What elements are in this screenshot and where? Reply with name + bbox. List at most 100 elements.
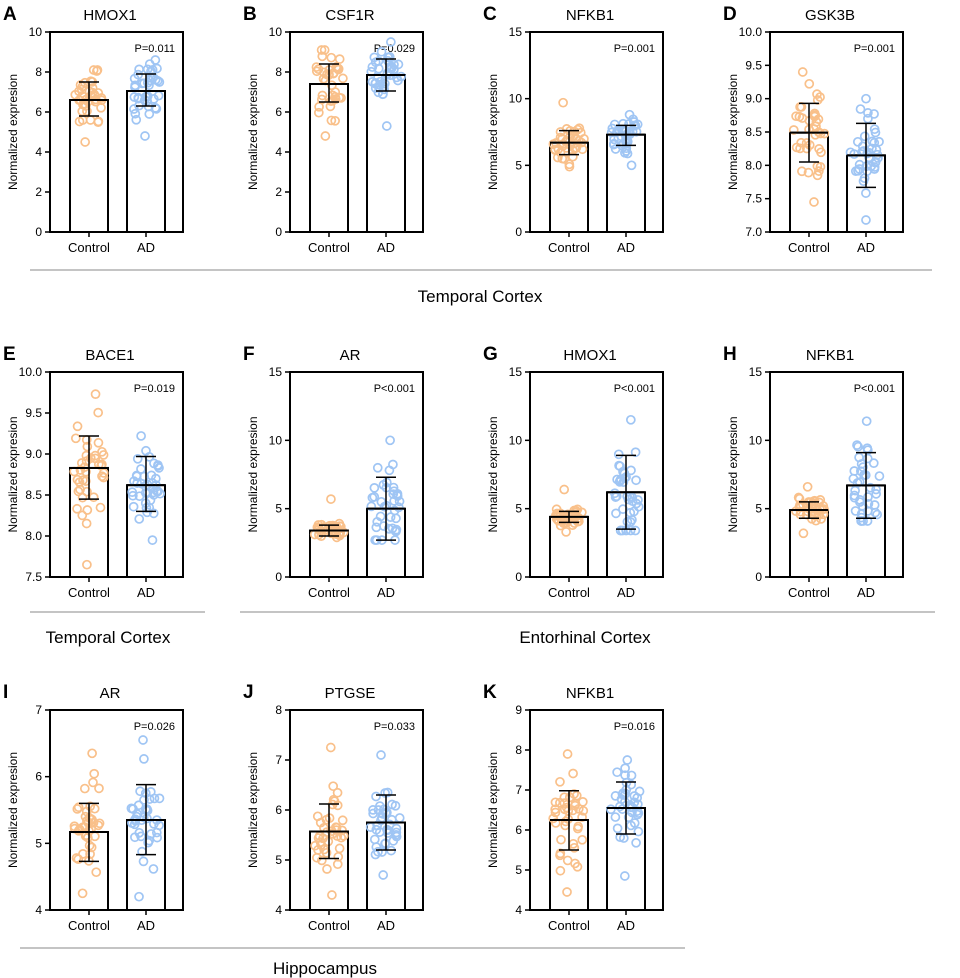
- data-point: [376, 46, 387, 57]
- panel-E: E BACE1 Normalized expresion 7.5 8.0 8.5 9.0 9.…: [3, 344, 184, 600]
- x-tick-label: AD: [377, 240, 395, 255]
- p-value: P<0.001: [614, 383, 655, 395]
- panel-K: K NFKB1 Normalized expresion 4 5 6 7 8 9 P=0.016 C…: [483, 682, 664, 933]
- data-point: [797, 67, 808, 77]
- data-point: [371, 824, 382, 835]
- data-point: [142, 77, 153, 88]
- x-tick-label: AD: [377, 918, 395, 933]
- data-point: [630, 447, 641, 458]
- x-tick-label: AD: [377, 585, 395, 600]
- bar-control: [789, 509, 829, 578]
- data-point: [79, 783, 90, 794]
- x-tick-label: AD: [137, 240, 155, 255]
- chart-title: BACE1: [85, 347, 134, 364]
- x-tick-label: AD: [857, 240, 875, 255]
- data-point: [564, 159, 575, 170]
- data-point: [90, 453, 101, 464]
- data-point: [797, 166, 807, 177]
- x-tick-label: Control: [308, 918, 350, 933]
- data-point: [129, 104, 139, 114]
- data-point: [384, 51, 395, 62]
- panel-letter: G: [483, 344, 498, 365]
- chart-title: GSK3B: [805, 7, 855, 24]
- p-value: P=0.029: [374, 43, 415, 55]
- y-tick-label: 8: [35, 65, 42, 79]
- data-point: [620, 763, 630, 774]
- data-point: [131, 471, 142, 482]
- data-point: [311, 62, 322, 72]
- plot-frame: [49, 371, 184, 578]
- data-point: [861, 416, 872, 427]
- plot-frame: [769, 371, 904, 578]
- data-point: [855, 104, 866, 114]
- data-point: [804, 78, 815, 89]
- y-tick-label: 4: [515, 903, 522, 917]
- data-point: [561, 527, 571, 537]
- plot-frame: [49, 31, 184, 233]
- bar-ad: [366, 74, 406, 233]
- data-point: [627, 496, 638, 507]
- y-tick-label: 5: [35, 836, 42, 850]
- data-point: [552, 509, 563, 520]
- data-point: [73, 486, 84, 497]
- data-point: [619, 473, 630, 483]
- data-point: [371, 842, 382, 852]
- y-tick-label: 8.5: [25, 488, 42, 502]
- data-point: [632, 119, 643, 130]
- data-point: [86, 842, 97, 853]
- y-tick-label: 6: [35, 770, 42, 784]
- data-point: [147, 535, 158, 545]
- data-point: [569, 505, 580, 516]
- data-point: [150, 55, 161, 65]
- data-point: [82, 505, 93, 515]
- chart-title: HMOX1: [83, 7, 136, 24]
- data-point: [633, 501, 644, 512]
- data-point: [606, 804, 616, 815]
- data-point: [849, 149, 860, 159]
- data-point: [82, 106, 92, 116]
- data-point: [631, 837, 641, 848]
- data-point: [142, 507, 152, 518]
- data-point: [626, 820, 636, 831]
- y-tick-label: 15: [509, 365, 523, 379]
- panel-I: I AR Normalized expresion 4 5 6 7 P=0.026 Contro…: [3, 682, 184, 933]
- data-point: [128, 501, 139, 512]
- y-tick-label: 0: [275, 570, 282, 584]
- y-tick-label: 6: [275, 803, 282, 817]
- section-label: Temporal Cortex: [46, 628, 171, 647]
- data-point: [791, 111, 801, 122]
- data-point: [572, 823, 583, 834]
- data-point: [381, 121, 392, 131]
- data-point: [859, 470, 869, 480]
- p-value: P<0.001: [374, 383, 415, 395]
- data-point: [867, 136, 878, 147]
- data-point: [804, 140, 815, 150]
- data-point: [154, 820, 164, 831]
- panel-letter: K: [483, 682, 497, 703]
- data-point: [143, 837, 154, 848]
- data-point: [798, 528, 809, 539]
- y-tick-label: 10.0: [739, 25, 763, 39]
- data-point: [91, 96, 101, 107]
- data-point: [129, 73, 140, 84]
- x-tick-label: Control: [788, 585, 830, 600]
- y-tick-label: 8.5: [745, 125, 762, 139]
- data-point: [809, 197, 819, 207]
- data-point: [861, 188, 871, 198]
- data-point: [319, 844, 329, 855]
- data-point: [146, 66, 156, 76]
- data-point: [128, 490, 138, 501]
- y-axis-label: Normalized expresion: [486, 752, 500, 868]
- data-point: [816, 147, 826, 158]
- data-point: [815, 92, 825, 102]
- data-point: [568, 130, 579, 141]
- y-tick-label: 8: [275, 65, 282, 79]
- data-point: [97, 446, 107, 457]
- data-point: [555, 865, 566, 876]
- data-point: [558, 139, 568, 149]
- p-value: P=0.016: [614, 721, 655, 733]
- section-label: Temporal Cortex: [418, 287, 543, 306]
- data-point: [550, 807, 561, 818]
- y-axis-label: Normalized expresion: [246, 74, 260, 190]
- data-point: [132, 809, 143, 820]
